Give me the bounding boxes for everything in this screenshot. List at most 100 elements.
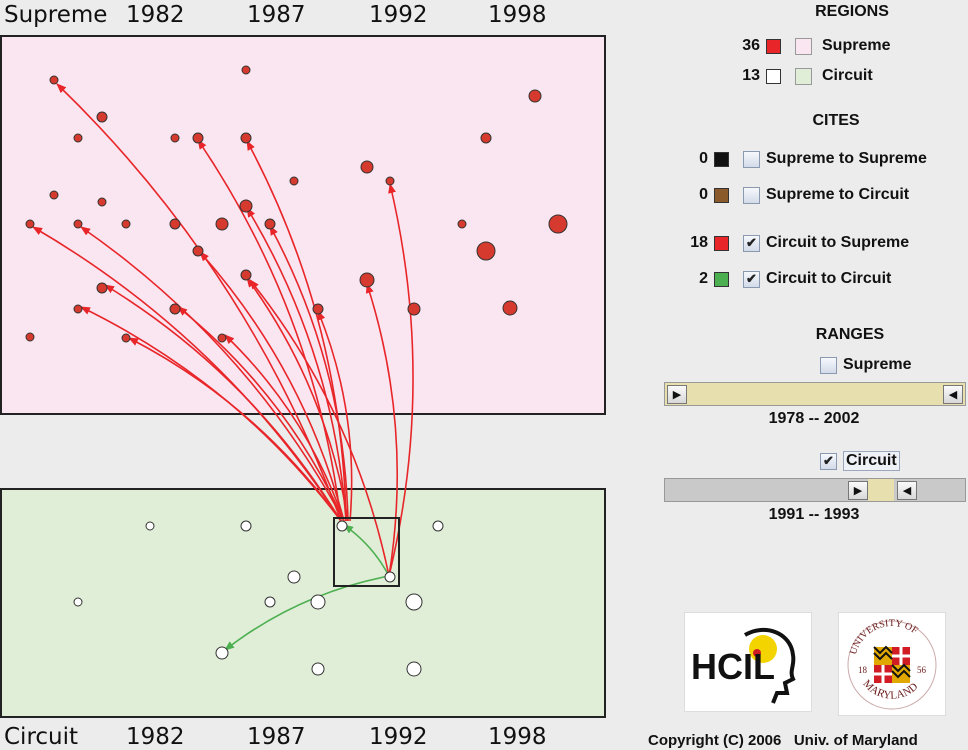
range-checkbox[interactable]: ✔	[820, 452, 837, 470]
cite-edge-circuit-to-supreme[interactable]	[365, 283, 399, 577]
supreme-case-node[interactable]	[239, 199, 253, 213]
cite-edge-circuit-to-supreme[interactable]	[269, 225, 349, 522]
cite-edge-circuit-to-supreme[interactable]	[246, 207, 347, 522]
circuit-case-node[interactable]	[405, 593, 423, 611]
supreme-case-node[interactable]	[312, 303, 324, 315]
circuit-case-node[interactable]	[73, 597, 83, 607]
supreme-case-node[interactable]	[264, 218, 276, 230]
region-row-supreme[interactable]: 36 Supreme	[732, 35, 890, 57]
cite-edge-circuit-to-circuit[interactable]	[343, 524, 390, 577]
supreme-case-node[interactable]	[73, 219, 83, 229]
supreme-case-node[interactable]	[25, 332, 35, 342]
supreme-case-node[interactable]	[96, 282, 108, 294]
cite-edge-circuit-to-supreme[interactable]	[32, 226, 342, 522]
circuit-case-node[interactable]	[145, 521, 155, 531]
selection-rectangle[interactable]	[333, 517, 400, 587]
supreme-case-node[interactable]	[192, 132, 204, 144]
triangle-right-icon[interactable]: ▶	[848, 481, 868, 500]
cite-edge-circuit-to-supreme[interactable]	[80, 226, 345, 522]
supreme-case-node[interactable]	[217, 333, 227, 343]
cite-edge-circuit-to-supreme[interactable]	[249, 279, 390, 577]
cite-checkbox[interactable]	[743, 186, 760, 204]
supreme-case-node[interactable]	[73, 304, 83, 314]
cite-checkbox[interactable]: ✔	[743, 270, 760, 288]
cite-edge-circuit-to-supreme[interactable]	[317, 310, 353, 522]
supreme-case-node[interactable]	[170, 133, 180, 143]
cite-edge-circuit-to-supreme[interactable]	[80, 306, 342, 522]
cite-checkbox[interactable]: ✔	[743, 234, 760, 252]
supreme-case-node[interactable]	[457, 219, 467, 229]
supreme-case-node[interactable]	[121, 333, 131, 343]
circuit-case-node[interactable]	[310, 594, 326, 610]
cite-edge-circuit-to-supreme[interactable]	[56, 83, 342, 522]
supreme-case-node[interactable]	[169, 218, 181, 230]
range-toggle-circuit[interactable]: ✔ Circuit	[820, 450, 900, 472]
supreme-case-node[interactable]	[528, 89, 542, 103]
supreme-case-node[interactable]	[49, 190, 59, 200]
region-color-swatch[interactable]	[795, 67, 812, 85]
supreme-case-node[interactable]	[476, 241, 496, 261]
cite-edge-circuit-to-supreme[interactable]	[199, 251, 345, 522]
circuit-case-node[interactable]	[406, 661, 422, 677]
cite-row-supreme-to-supreme[interactable]: 0 Supreme to Supreme	[680, 148, 927, 170]
supreme-case-node[interactable]	[289, 176, 299, 186]
supreme-case-node[interactable]	[240, 269, 252, 281]
citation-graph[interactable]	[0, 0, 606, 750]
cite-edge-circuit-to-supreme[interactable]	[177, 306, 345, 522]
supreme-case-node[interactable]	[407, 302, 421, 316]
supreme-axis-year: 1998	[488, 2, 547, 28]
circuit-case-node[interactable]	[384, 571, 396, 583]
supreme-case-node[interactable]	[97, 197, 107, 207]
supreme-case-node[interactable]	[192, 245, 204, 257]
circuit-case-node[interactable]	[240, 520, 252, 532]
circuit-case-node[interactable]	[432, 520, 444, 532]
region-node-swatch	[766, 68, 781, 84]
triangle-right-icon[interactable]: ▶	[667, 385, 687, 404]
cite-row-circuit-to-circuit[interactable]: 2 ✔ Circuit to Circuit	[680, 268, 891, 290]
circuit-case-node[interactable]	[287, 570, 301, 584]
cite-edge-circuit-to-supreme[interactable]	[246, 277, 349, 522]
range-toggle-supreme[interactable]: Supreme	[820, 354, 911, 376]
supreme-case-node[interactable]	[548, 214, 568, 234]
supreme-case-node[interactable]	[359, 272, 375, 288]
cite-edge-circuit-to-circuit[interactable]	[224, 575, 390, 651]
supreme-case-node[interactable]	[49, 75, 59, 85]
circuit-case-node[interactable]	[215, 646, 229, 660]
region-color-swatch[interactable]	[795, 37, 812, 55]
cite-checkbox[interactable]	[743, 150, 760, 168]
umd-seal-logo[interactable]: UNIVERSITY OF MARYLAND 18 56	[838, 612, 946, 716]
supreme-case-node[interactable]	[25, 219, 35, 229]
range-checkbox[interactable]	[820, 356, 837, 374]
circuit-axis-year: 1998	[488, 724, 547, 750]
regions-heading: REGIONS	[815, 3, 889, 20]
supreme-case-node[interactable]	[73, 133, 83, 143]
supreme-case-node[interactable]	[385, 176, 395, 186]
supreme-range-slider[interactable]: ▶ ◀	[664, 382, 966, 406]
supreme-case-node[interactable]	[240, 132, 252, 144]
circuit-case-node[interactable]	[336, 520, 348, 532]
circuit-case-node[interactable]	[311, 662, 325, 676]
supreme-case-node[interactable]	[96, 111, 108, 123]
cite-edge-circuit-to-supreme[interactable]	[104, 284, 342, 522]
circuit-range-slider[interactable]: ▶ ◀	[664, 478, 966, 502]
cite-row-supreme-to-circuit[interactable]: 0 Supreme to Circuit	[680, 184, 909, 206]
region-row-circuit[interactable]: 13 Circuit	[732, 65, 873, 87]
triangle-left-icon[interactable]: ◀	[943, 385, 963, 404]
supreme-case-node[interactable]	[241, 65, 251, 75]
triangle-left-icon[interactable]: ◀	[897, 481, 917, 500]
cite-edge-circuit-to-supreme[interactable]	[224, 334, 345, 522]
supreme-case-node[interactable]	[360, 160, 374, 174]
supreme-case-node[interactable]	[502, 300, 518, 316]
hcil-logo[interactable]: HCIL	[684, 612, 812, 712]
supreme-case-node[interactable]	[480, 132, 492, 144]
cite-label: Circuit to Circuit	[766, 270, 892, 287]
supreme-case-node[interactable]	[215, 217, 229, 231]
supreme-case-node[interactable]	[121, 219, 131, 229]
cite-row-circuit-to-supreme[interactable]: 18 ✔ Circuit to Supreme	[680, 232, 909, 254]
circuit-case-node[interactable]	[264, 596, 276, 608]
cite-edge-circuit-to-supreme[interactable]	[197, 139, 342, 522]
slider-selected-range[interactable]	[868, 479, 894, 501]
cite-edge-circuit-to-supreme[interactable]	[246, 140, 347, 522]
cite-edge-circuit-to-supreme[interactable]	[128, 337, 342, 522]
supreme-case-node[interactable]	[169, 303, 181, 315]
